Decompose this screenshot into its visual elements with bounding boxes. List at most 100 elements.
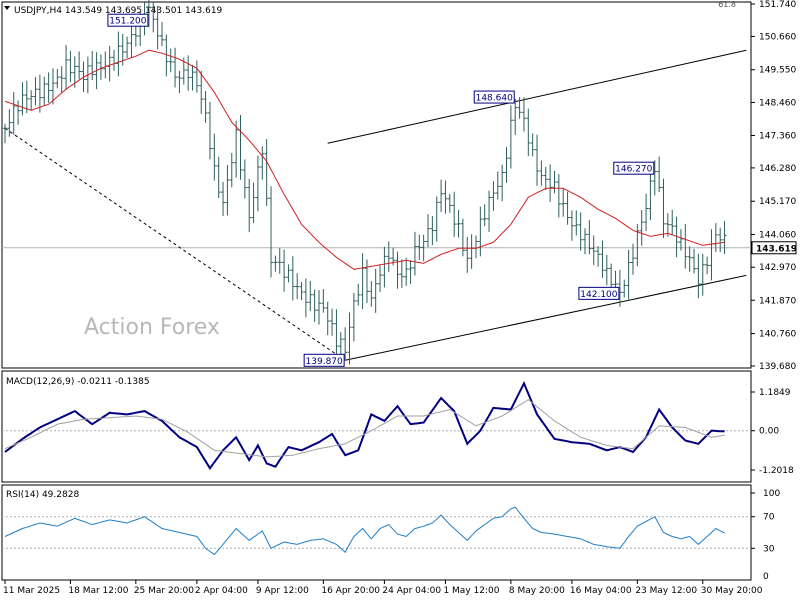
- price-bar: [530, 133, 535, 157]
- macd-layer: [2, 380, 751, 471]
- price-bar: [59, 66, 64, 93]
- price-bar: [591, 235, 596, 265]
- price-bar: [652, 160, 657, 196]
- trendline-solid-2: [345, 274, 747, 361]
- price-bar: [203, 90, 208, 123]
- price-bar: [552, 170, 557, 194]
- price-annotation-label: 139.870: [306, 357, 343, 367]
- price-bar: [412, 231, 417, 276]
- price-bar: [665, 213, 670, 237]
- price-bar: [242, 159, 247, 199]
- rsi-axis-label: 70: [763, 513, 775, 523]
- price-bar: [155, 5, 160, 50]
- price-bar: [644, 193, 649, 232]
- price-bar: [596, 246, 601, 267]
- macd-axis-label: 1.1849: [759, 388, 791, 398]
- price-bar: [482, 204, 487, 226]
- x-axis-label: 11 Mar 2025: [3, 586, 60, 596]
- price-bar: [295, 273, 300, 299]
- price-bar: [504, 146, 509, 183]
- macd-panel-title: MACD(12,26,9) -0.0211 -0.1385: [6, 377, 150, 387]
- price-bar: [234, 120, 239, 178]
- price-bar: [426, 214, 431, 248]
- price-bar: [330, 308, 335, 336]
- price-bar: [408, 260, 413, 284]
- macd-panel-frame: [1, 370, 752, 483]
- price-bar: [72, 56, 77, 88]
- price-bar: [535, 134, 540, 186]
- watermark: Action Forex: [84, 315, 220, 340]
- price-bar: [670, 209, 675, 235]
- price-bar: [382, 246, 387, 288]
- price-bar: [543, 166, 548, 190]
- x-axis-label: 16 May 04:00: [570, 586, 632, 596]
- price-bar: [508, 105, 513, 169]
- price-axis-label: 142.970: [759, 263, 796, 273]
- rsi-layer: [2, 506, 751, 556]
- price-bar: [548, 164, 553, 202]
- price-axis-label: 150.660: [759, 32, 796, 42]
- price-axis-label: 147.360: [759, 131, 796, 141]
- price-bar: [229, 152, 234, 188]
- price-bar: [199, 70, 204, 114]
- price-bar: [404, 257, 409, 286]
- price-bar: [68, 50, 73, 82]
- price-bar: [173, 47, 178, 88]
- price-bar: [64, 44, 69, 90]
- price-axis-label: 149.550: [759, 66, 796, 76]
- price-bar: [207, 101, 212, 160]
- price-bar: [29, 90, 34, 111]
- price-annotation-box: [107, 13, 149, 27]
- price-bar: [46, 72, 51, 103]
- price-bar: [277, 247, 282, 274]
- price-axis-label: 145.170: [759, 197, 796, 207]
- rsi-axis-label: 30: [763, 544, 775, 554]
- price-bar: [334, 309, 339, 355]
- price-bar: [303, 278, 308, 318]
- price-bar: [308, 280, 313, 312]
- x-axis-label: 18 Mar 12:00: [68, 586, 128, 596]
- macd-axis-label: 0.00: [759, 427, 779, 437]
- price-annotation-label: 151.200: [109, 17, 146, 27]
- rsi-axis-label: 100: [763, 489, 780, 499]
- price-bar: [500, 164, 505, 202]
- price-bar: [478, 206, 483, 257]
- price-bar: [7, 109, 12, 137]
- price-axis-label: 151.740: [759, 0, 796, 10]
- trendline-solid-1: [327, 49, 747, 144]
- price-bar: [216, 156, 221, 199]
- price-bar: [578, 212, 583, 251]
- price-bar: [90, 50, 95, 81]
- price-bar: [600, 240, 605, 278]
- x-axis-label: 30 May 20:00: [701, 586, 763, 596]
- price-panel-frame: [1, 1, 752, 369]
- price-bar: [526, 108, 531, 157]
- price-axis-label: 140.760: [759, 330, 796, 340]
- price-bar: [181, 57, 186, 85]
- price-bar: [421, 234, 426, 262]
- rsi-panel-title: RSI(14) 49.2828: [6, 490, 79, 500]
- price-bar: [369, 281, 374, 307]
- x-axis-label: 23 May 12:00: [635, 586, 697, 596]
- price-bar: [77, 51, 82, 80]
- price-bar: [373, 268, 378, 313]
- price-bar: [221, 181, 226, 217]
- price-bar: [692, 248, 697, 274]
- price-bar: [465, 237, 470, 273]
- price-layer: 151.200 148.640 146.270 142.100 139.870: [2, 0, 751, 367]
- price-bar: [718, 227, 723, 253]
- price-bar: [3, 123, 7, 144]
- price-bar: [495, 171, 500, 200]
- price-bar: [722, 220, 727, 254]
- x-axis-label: 1 May 12:00: [443, 586, 499, 596]
- price-bar: [430, 215, 435, 246]
- price-axis-label: 141.870: [759, 296, 796, 306]
- x-axis-label: 2 Apr 04:00: [195, 586, 248, 596]
- price-bar: [24, 80, 29, 114]
- price-bar: [395, 251, 400, 289]
- price-bar: [661, 178, 666, 238]
- price-bar: [635, 224, 640, 267]
- price-bar: [417, 234, 422, 260]
- price-annotation-box: [613, 161, 655, 175]
- price-bar: [325, 301, 330, 336]
